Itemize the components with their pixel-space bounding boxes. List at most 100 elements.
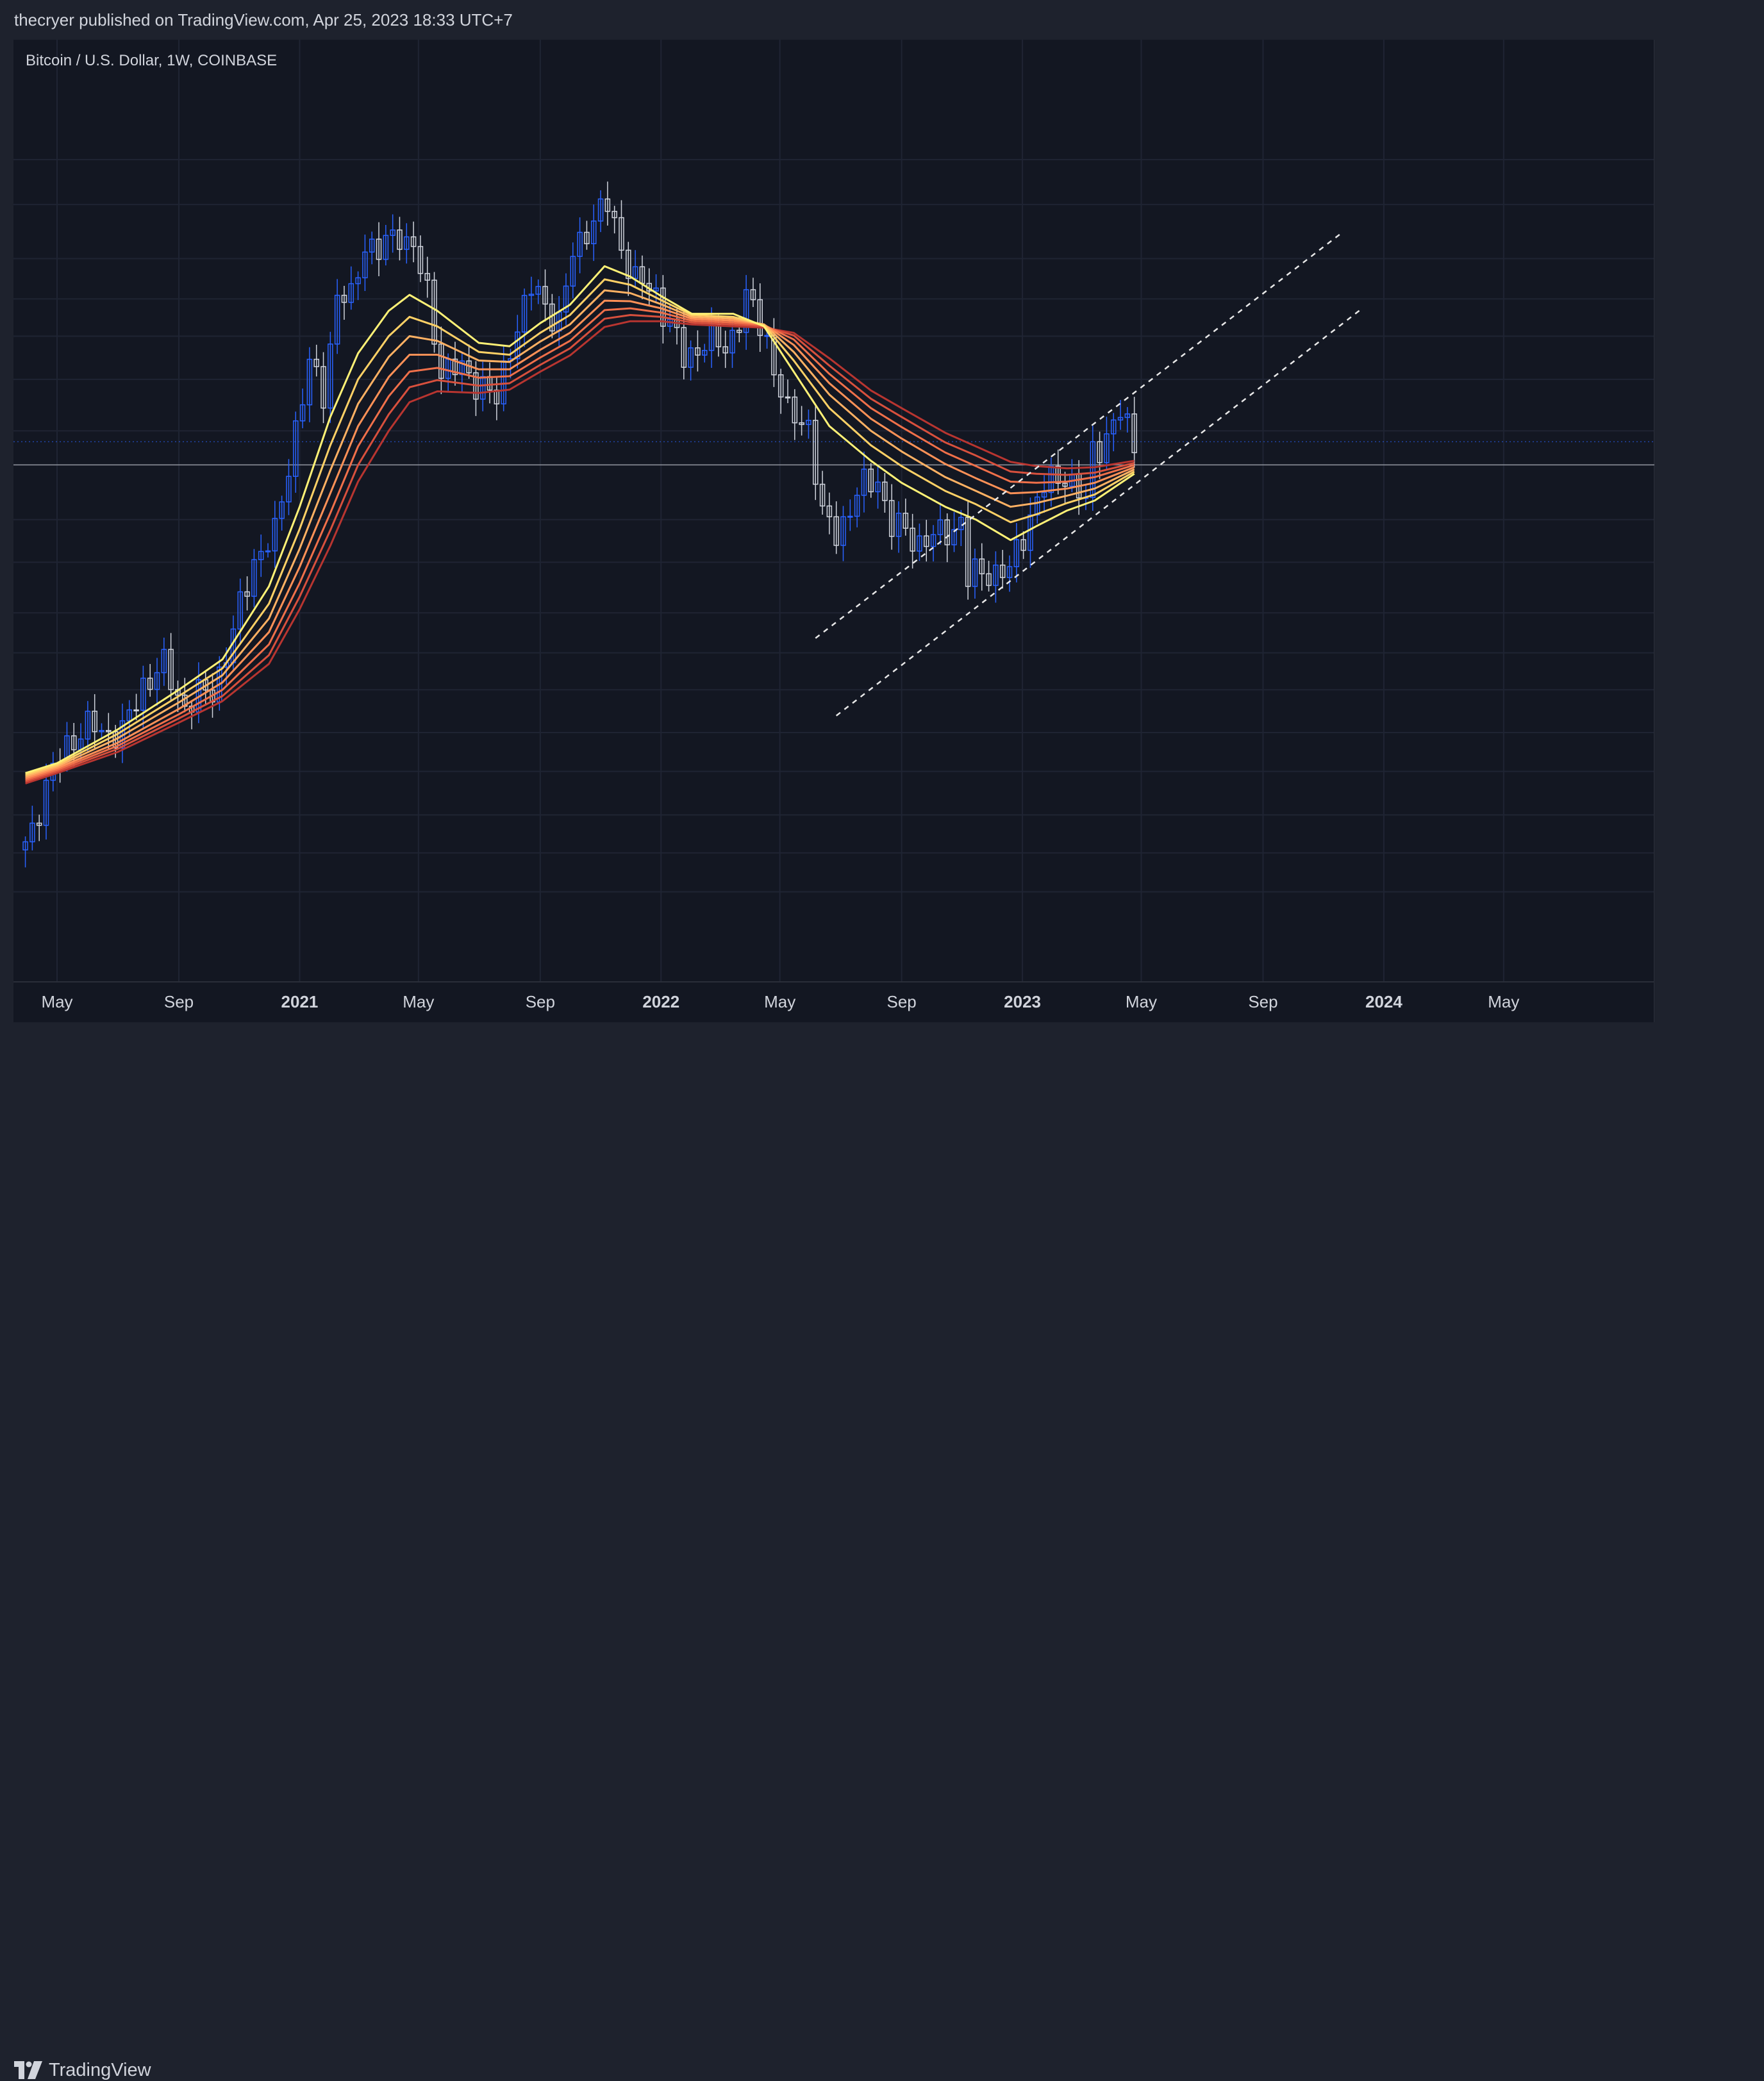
candle-body — [833, 516, 839, 546]
candle-body — [341, 294, 347, 303]
candle-body — [535, 286, 541, 295]
candle-body — [626, 249, 631, 279]
x-tick-label: Sep — [887, 992, 917, 1011]
candle-body — [903, 513, 909, 529]
candle-body — [390, 229, 395, 236]
symbol-title: Bitcoin / U.S. Dollar, 1W, COINBASE — [26, 52, 278, 69]
x-tick-label: May — [764, 992, 795, 1011]
trendline — [835, 307, 1364, 717]
candle-body — [43, 779, 49, 826]
candle-body — [1090, 441, 1096, 499]
candle-body — [930, 534, 936, 547]
candle-body — [348, 283, 354, 303]
candle-body — [279, 501, 285, 519]
candle-body — [882, 481, 888, 501]
candle-body — [369, 238, 375, 253]
candle-body — [1110, 419, 1117, 435]
candle-body — [632, 266, 638, 279]
tradingview-brand: TradingView — [49, 2059, 151, 2080]
candle-body — [861, 468, 867, 496]
candle-body — [1041, 492, 1047, 498]
x-tick-label: May — [403, 992, 434, 1011]
candle-body — [799, 422, 804, 426]
candle-body — [237, 591, 244, 630]
candle-body — [917, 535, 922, 552]
candle-body — [792, 396, 798, 424]
ribbon-line-6 — [25, 314, 1135, 783]
ribbon-line-7 — [25, 320, 1135, 784]
candle-body — [924, 535, 929, 547]
candle-body — [597, 198, 604, 222]
candle-body — [840, 516, 846, 546]
candle-body — [965, 517, 971, 587]
footer-bar: TradingView — [0, 1022, 1764, 2080]
candle-body — [397, 229, 403, 250]
candle-body — [999, 564, 1006, 578]
candle-body — [1097, 441, 1102, 463]
tradingview-logo[interactable]: TradingView — [14, 2059, 151, 2081]
candle-body — [1006, 566, 1013, 578]
candle-body — [979, 558, 985, 575]
candle-body — [313, 358, 319, 367]
candle-body — [404, 236, 410, 250]
candle-body — [133, 709, 139, 711]
candle-body — [847, 515, 853, 518]
x-tick-label: 2024 — [1365, 992, 1402, 1011]
x-tick-label: 2022 — [642, 992, 679, 1011]
price-chart[interactable]: USD78000.0066000.0054000.0046500.0040500… — [13, 40, 1654, 1022]
candle-body — [251, 559, 257, 597]
candle-body — [244, 591, 250, 597]
candle-body — [106, 729, 112, 733]
candle-body — [521, 295, 528, 333]
candle-body — [1104, 433, 1110, 463]
candle-body — [972, 558, 978, 587]
candle-body — [660, 287, 666, 327]
candle-body — [126, 709, 133, 722]
candle-body — [910, 527, 915, 552]
candle-body — [750, 289, 756, 301]
x-tick-label: May — [1126, 992, 1157, 1011]
ribbon-line-3 — [25, 289, 1135, 778]
candle-body — [383, 235, 389, 260]
candle-body — [355, 277, 361, 285]
candle-body — [334, 294, 340, 345]
candle-body — [431, 279, 437, 345]
candle-body — [528, 294, 535, 296]
candle-body — [1020, 539, 1026, 551]
candle-body — [479, 376, 486, 400]
candle-body — [154, 672, 160, 690]
candle-body — [22, 841, 28, 850]
candle-body — [701, 350, 708, 356]
candle-body — [140, 677, 146, 711]
candle-body — [826, 505, 833, 518]
candle-body — [868, 468, 874, 493]
candle-body — [875, 481, 881, 493]
candle-body — [778, 374, 784, 398]
chart-pane[interactable]: USD78000.0066000.0054000.0046500.0040500… — [13, 40, 1654, 1022]
candle-body — [410, 236, 417, 247]
candle-body — [937, 519, 944, 535]
candle-body — [168, 649, 174, 690]
candle-body — [653, 287, 659, 292]
candle-body — [320, 366, 326, 409]
x-tick-label: May — [41, 992, 72, 1011]
publisher-bar: thecryer published on TradingView.com, A… — [0, 0, 1764, 40]
ribbon-line-2 — [25, 278, 1135, 776]
candle-body — [438, 344, 444, 379]
candle-body — [1124, 413, 1131, 419]
candle-body — [785, 396, 791, 399]
candle-body — [757, 299, 763, 336]
candle-body — [681, 327, 687, 368]
x-tick-label: 2021 — [281, 992, 319, 1011]
candle-body — [1048, 465, 1054, 493]
candle-body — [36, 822, 42, 826]
ribbon-line-4 — [25, 299, 1135, 779]
candle-body — [584, 231, 590, 244]
candle-body — [452, 358, 458, 376]
candle-body — [1013, 539, 1020, 567]
candle-body — [577, 231, 583, 257]
x-tick-label: Sep — [164, 992, 194, 1011]
candle-body — [570, 256, 576, 287]
candle-body — [29, 822, 35, 843]
ribbon-line-5 — [25, 307, 1135, 781]
